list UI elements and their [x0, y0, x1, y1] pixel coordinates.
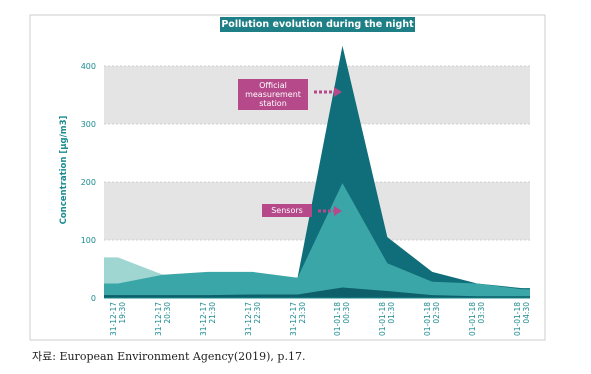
- x-tick-label: 31-12-17 22:30: [243, 302, 262, 337]
- y-tick-label: 300: [81, 120, 96, 129]
- source: 자료: European Environment Agency(2019), p…: [32, 350, 306, 363]
- x-tick-label: 01-01-18 00:30: [333, 302, 352, 337]
- annotation-arrowhead: [334, 87, 342, 97]
- x-tick-label: 31-12-17 20:30: [153, 302, 172, 337]
- x-tick-label: 31-12-17 19:30: [109, 302, 127, 337]
- grid-band: [104, 66, 530, 124]
- x-tick-label: 01-01-18 04:30: [513, 302, 531, 337]
- y-axis-label: Concentration [µg/m3]: [59, 115, 69, 224]
- y-tick-label: 0: [91, 294, 96, 303]
- y-tick-label: 100: [81, 236, 96, 245]
- frame: [29, 14, 546, 341]
- area: [104, 183, 530, 298]
- annotation-arrowhead: [334, 206, 342, 216]
- annotation: Sensors: [262, 204, 312, 217]
- annotation: Official measurement station: [238, 79, 308, 110]
- x-tick-label: 01-01-18 02:30: [423, 302, 442, 337]
- y-tick-label: 200: [81, 178, 96, 187]
- y-tick-label: 400: [81, 62, 96, 71]
- x-tick-label: 31-12-17 23:30: [288, 302, 307, 337]
- x-tick-label: 31-12-17 21:30: [198, 302, 217, 337]
- x-tick-label: 01-01-18 03:30: [468, 302, 487, 337]
- chart-title: Pollution evolution during the night: [220, 17, 415, 32]
- x-tick-label: 01-01-18 01:30: [378, 302, 397, 337]
- area: [104, 287, 530, 298]
